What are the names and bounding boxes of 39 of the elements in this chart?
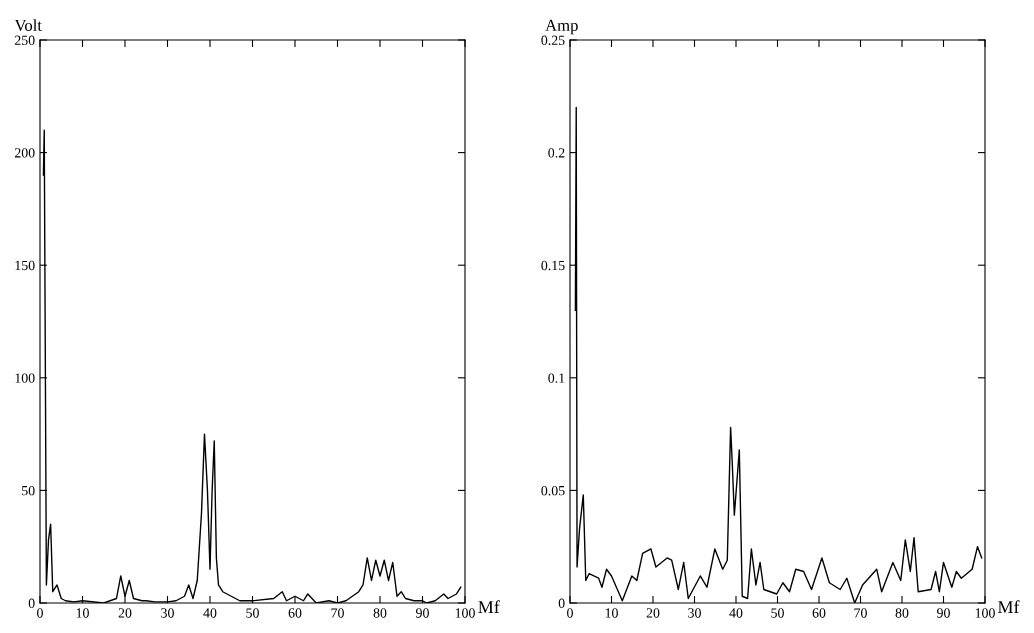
y-tick-label: 50: [22, 485, 35, 496]
x-tick-label: 80: [373, 608, 387, 618]
x-tick-label: 40: [203, 608, 217, 618]
x-tick-label: 100: [975, 608, 995, 618]
x-axis-title: Mf: [478, 600, 500, 613]
x-tick-label: 0: [567, 608, 573, 618]
y-tick-label: 200: [14, 148, 35, 158]
y-tick-label: 0.25: [541, 35, 565, 46]
y-tick-label: 150: [15, 260, 35, 271]
y-axis-title: Amp: [545, 19, 578, 35]
x-tick-label: 20: [646, 608, 660, 618]
x-tick-label: 90: [937, 608, 950, 618]
y-axis-title: Volt: [14, 19, 42, 32]
x-tick-label: 0: [37, 608, 43, 618]
x-axis-title: Mf: [997, 600, 1020, 613]
x-tick-label: 100: [455, 608, 475, 618]
y-tick-label: 0.05: [541, 485, 565, 496]
x-tick-label: 20: [118, 608, 132, 618]
y-tick-label: 100: [15, 373, 35, 383]
x-tick-label: 60: [288, 608, 302, 618]
x-tick-label: 10: [76, 608, 89, 618]
y-tick-label: 0: [558, 598, 565, 608]
x-tick-label: 80: [895, 608, 909, 618]
line-series: [42, 129, 462, 603]
x-tick-label: 40: [729, 608, 743, 618]
x-tick-label: 30: [161, 608, 174, 618]
y-tick-label: 0.15: [541, 260, 565, 271]
y-tick-label: 250: [14, 35, 35, 45]
y-tick-label: 0.1: [548, 373, 565, 383]
x-tick-label: 10: [605, 608, 618, 618]
x-tick-label: 30: [688, 608, 701, 618]
x-tick-label: 70: [854, 608, 867, 618]
x-tick-label: 60: [812, 608, 826, 618]
y-tick-label: 0: [28, 598, 35, 608]
y-tick-label: 0.2: [548, 148, 565, 158]
x-tick-label: 50: [246, 608, 259, 618]
x-tick-label: 50: [771, 608, 784, 618]
x-tick-label: 90: [416, 608, 429, 618]
x-tick-label: 70: [331, 608, 344, 618]
